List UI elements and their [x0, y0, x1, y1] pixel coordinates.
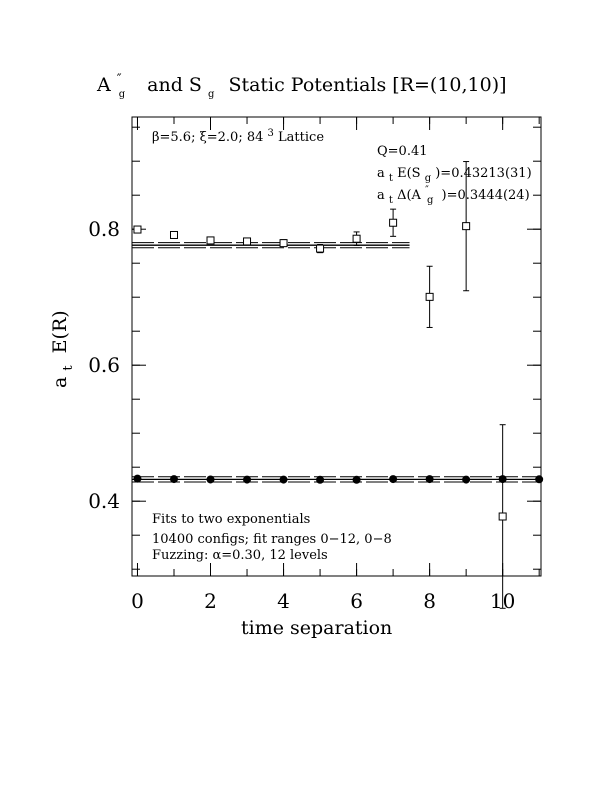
fit-delta: a t Δ(A ″ g )=0.3444(24): [377, 182, 530, 207]
data-point-filled-circle: [389, 475, 398, 484]
minor-ticks: [132, 117, 541, 576]
title-end: Static Potentials [R=(10,10)]: [228, 74, 506, 96]
lattice-info-sup: 3: [268, 128, 274, 139]
major-ticks: [132, 117, 541, 576]
note-line-1: Fits to two exponentials: [152, 512, 310, 527]
data-point-filled-circle: [352, 475, 361, 484]
data-point-open-square: [243, 237, 252, 246]
note-line-3: Fuzzing: α=0.30, 12 levels: [152, 548, 328, 563]
data-point-filled-circle: [169, 475, 178, 484]
x-tick-label: 4: [277, 589, 290, 613]
data-point-open-square: [279, 239, 288, 248]
fit-energy: a t E(S g )=0.43213(31): [377, 166, 532, 185]
chart-title: A ″ g and S g Static Potentials [R=(10,1…: [96, 66, 507, 102]
series-layer: [133, 161, 544, 609]
lattice-info-main: β=5.6; ξ=2.0; 84: [152, 130, 263, 145]
fit-bands: [132, 242, 541, 483]
data-point-open-square: [352, 234, 361, 243]
title-a-super: ″: [117, 72, 122, 87]
data-point-filled-circle: [535, 475, 544, 484]
data-point-open-square: [133, 225, 142, 234]
x-axis-label: time separation: [241, 617, 392, 639]
x-tick-label: 10: [490, 589, 515, 613]
x-tick-label: 6: [350, 589, 363, 613]
fit-q: Q=0.41: [377, 144, 428, 159]
data-point-open-square: [462, 222, 471, 231]
data-point-open-square: [498, 512, 507, 521]
title-a-sub: g: [119, 89, 126, 100]
y-tick-label: 0.6: [88, 353, 120, 377]
x-tick-label: 8: [423, 589, 436, 613]
data-point-filled-circle: [206, 475, 215, 484]
data-point-open-square: [169, 230, 178, 239]
x-tick-label: 2: [204, 589, 217, 613]
data-point-open-square: [206, 236, 215, 245]
tick-labels: 0 2 4 6 8 10 0.4 0.6 0.8: [88, 217, 515, 613]
note-line-2: 10400 configs; fit ranges 0−12, 0−8: [152, 532, 392, 547]
x-tick-label: 0: [131, 589, 144, 613]
lattice-info: β=5.6; ξ=2.0; 84 3 Lattice: [152, 125, 324, 145]
plot-frame: [131, 116, 542, 577]
title-mid: and S: [147, 74, 202, 96]
data-point-open-square: [389, 218, 398, 227]
data-point-filled-circle: [462, 475, 471, 484]
data-point-filled-circle: [425, 475, 434, 484]
data-point-filled-circle: [133, 474, 142, 483]
data-point-filled-circle: [279, 475, 288, 484]
y-axis-label: a t E(R): [49, 310, 77, 388]
title-s-sub: g: [208, 89, 215, 100]
data-point-open-square: [425, 292, 434, 301]
data-point-filled-circle: [243, 475, 252, 484]
data-point-filled-circle: [316, 475, 325, 484]
y-tick-label: 0.4: [88, 489, 120, 513]
y-tick-label: 0.8: [88, 217, 120, 241]
data-point-open-square: [316, 244, 325, 253]
title-a: A: [96, 74, 111, 96]
lattice-info-rest: Lattice: [278, 130, 324, 145]
